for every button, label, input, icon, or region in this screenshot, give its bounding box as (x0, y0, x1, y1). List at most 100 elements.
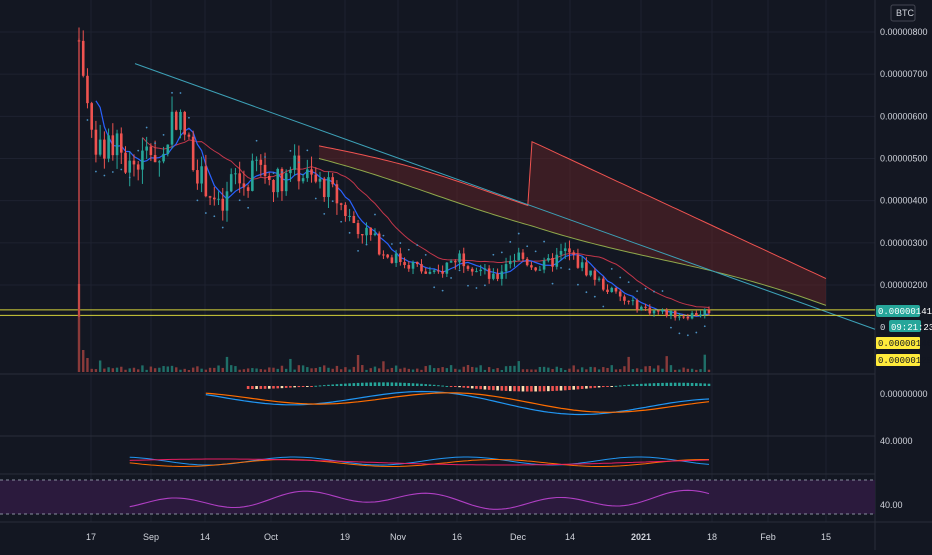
candle-body (593, 270, 597, 280)
trendline[interactable] (134, 63, 876, 330)
volume-bar (107, 367, 110, 372)
price-tick-label: 0.00000800 (880, 27, 928, 37)
macd-hist-bar (263, 386, 267, 389)
volume-bar (399, 368, 402, 372)
candle-body (415, 261, 419, 265)
sar-dot (297, 161, 300, 164)
candle-body (656, 310, 660, 312)
sar-dot (340, 220, 343, 223)
macd-hist-bar (365, 382, 368, 386)
candle-body (81, 40, 85, 76)
volume-bar (204, 369, 208, 372)
macd-hist-bar (441, 385, 444, 387)
volume-bar (225, 356, 229, 372)
volume-bar (407, 368, 410, 372)
volume-bar (542, 366, 546, 372)
volume-bar (640, 369, 643, 372)
candle-body (589, 270, 592, 276)
volume-bar (128, 368, 131, 372)
candle-body (508, 260, 512, 265)
time-tick-label: 19 (340, 532, 350, 542)
macd-hist-bar (640, 383, 643, 386)
volume-bar (132, 367, 136, 372)
sar-dot (289, 149, 292, 152)
macd-hist-bar (259, 386, 263, 389)
candle-body (246, 187, 250, 191)
sar-dot (467, 284, 469, 287)
candle-body (534, 267, 537, 271)
candle-body (272, 179, 275, 193)
volume-bar (432, 368, 436, 372)
candle-body (610, 287, 614, 292)
candle-body (115, 133, 119, 156)
candle-body (407, 265, 411, 269)
macd-hist-bar (551, 386, 554, 392)
time-tick-label: 16 (452, 532, 462, 542)
time-tick-label: Dec (510, 532, 527, 542)
candle-body (678, 316, 681, 318)
level-2-text: 0.00000128 (878, 356, 932, 366)
candle-body (454, 261, 457, 263)
macd-hist-bar (415, 383, 419, 386)
volume-bar (707, 369, 711, 372)
candle-body (661, 310, 664, 312)
volume-bar (564, 369, 567, 372)
candle-body (251, 160, 254, 191)
rsi-line (129, 489, 710, 510)
volume-bar (289, 358, 292, 372)
sar-dot (154, 142, 157, 145)
macd-hist-bar (678, 382, 681, 386)
candle-body (530, 265, 533, 268)
currency-badge[interactable]: BTC (890, 4, 916, 22)
volume-bar (124, 369, 127, 372)
candle-body (382, 254, 385, 256)
sar-dot (95, 170, 97, 173)
time-axis-ticks[interactable]: 17 Sep 14 Oct 19 Nov 16 Dec 14 2021 18 Feb 15 (86, 532, 831, 542)
candle-body (445, 262, 449, 274)
last-price-text: 0.00000141 (878, 307, 932, 317)
macd-hist-bar (669, 382, 673, 386)
candle-body (373, 233, 377, 235)
sar-dot (357, 250, 359, 252)
volume-bar (445, 368, 449, 372)
sar-dot (500, 251, 503, 254)
macd-hist-bar (331, 384, 334, 386)
volume-bar (196, 366, 199, 372)
macd-hist-bar (585, 386, 588, 389)
macd-hist-bar (534, 386, 537, 392)
candle-body (500, 271, 504, 279)
macd-hist-bar (462, 386, 466, 388)
volume-bar (534, 369, 537, 372)
volume-bar (437, 368, 440, 372)
adx-line (129, 458, 710, 466)
macd-hist-bar (555, 386, 559, 391)
candle-body (204, 166, 208, 197)
candle-body (276, 168, 280, 193)
candle-body (280, 168, 284, 192)
level-2-badge-bg (876, 354, 920, 366)
price-axis-ticks[interactable]: 0.00000800 0.00000700 0.00000600 0.00000500… (880, 27, 928, 290)
candle-body (289, 169, 292, 174)
sar-dot (120, 168, 123, 171)
level-2-badge: 0.00000128 (876, 354, 932, 366)
volume-bar (98, 360, 102, 372)
volume-bar (623, 366, 626, 372)
sar-dot (323, 212, 326, 215)
volume-bar (665, 356, 668, 372)
price-tick-label: 0.00000200 (880, 280, 928, 290)
candle-body (360, 234, 364, 236)
macd-hist-bar (344, 383, 347, 386)
macd-histogram (246, 382, 711, 392)
candle-body (310, 169, 313, 175)
volume-bar (454, 368, 457, 372)
candle-body (335, 184, 339, 204)
candle-body (513, 260, 516, 262)
volume-bar (500, 369, 504, 372)
candle-body (322, 178, 326, 198)
candle-body (669, 310, 673, 316)
candle-body (420, 264, 423, 272)
volume-bar (606, 367, 609, 372)
volume-bar (593, 367, 597, 372)
candlesticks (77, 27, 711, 321)
candle-body (158, 161, 161, 163)
